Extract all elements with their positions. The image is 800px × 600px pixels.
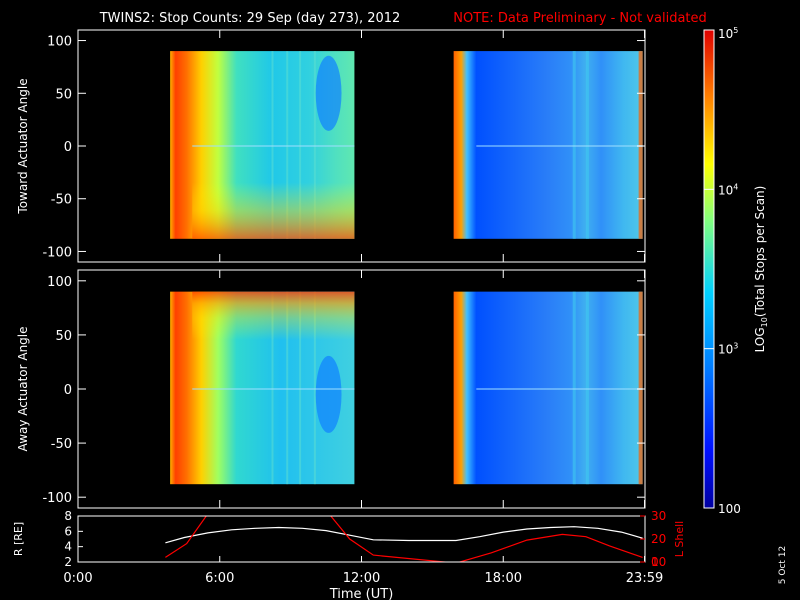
colorbar-label-main: LOG	[753, 327, 767, 352]
toward-zero-stripe-1	[476, 145, 643, 147]
r-ytick-label: 6	[64, 524, 72, 538]
toward-ytick-label: -100	[42, 245, 72, 260]
colorbar-tick-exponent: 3	[733, 342, 738, 351]
date-stamp: 5 Oct 12	[778, 546, 788, 584]
away-zero-stripe-0	[192, 388, 355, 390]
colorbar-label: LOG10(Total Stops per Scan)	[753, 186, 769, 353]
colorbar-tick-label: 100	[718, 502, 741, 516]
colorbar-tick-label: 104	[718, 182, 738, 197]
away-ytick-label: 50	[55, 329, 72, 344]
xtick-label: 18:00	[485, 571, 522, 586]
colorbar-label-sub: 10	[760, 317, 769, 327]
xtick-label: 23:59	[626, 571, 663, 586]
away-data-block-2	[453, 291, 643, 485]
toward-streak-b-1	[585, 51, 589, 239]
toward-ylabel: Toward Actuator Angle	[16, 78, 30, 214]
colorbar-gradient	[703, 29, 715, 509]
away-right-edge	[638, 291, 643, 485]
r-ytick-label: 4	[64, 540, 72, 554]
colorbar-tick-label: 103	[718, 342, 738, 357]
away-ytick-label: 0	[64, 383, 72, 398]
lshell-ytick-label: 0	[651, 555, 659, 569]
toward-ytick-label: 50	[55, 87, 72, 102]
r-ylabel: R [RE]	[12, 522, 25, 556]
xtick-label: 0:00	[63, 571, 92, 586]
away-streak-b-0	[572, 291, 576, 485]
toward-right-edge	[638, 51, 643, 239]
orbit-line-panel: 0:00 6:00 12:00 18:00 23:59 Time (UT) 86 42 R [R…	[12, 509, 686, 600]
away-ytick-label: 100	[47, 275, 72, 290]
toward-data-block-2	[453, 51, 643, 239]
toward-ytick-label: 100	[47, 35, 72, 50]
colorbar-tick-exponent: 5	[733, 26, 738, 35]
lshell-ytick-label: 20	[651, 532, 666, 546]
colorbar-tick-label: 105	[718, 26, 738, 41]
xtick-label: 12:00	[343, 571, 380, 586]
away-ylabel: Away Actuator Angle	[16, 326, 30, 451]
away-heatmap-panel: 100 50 0 -50 -100 Away Actuator Angle	[16, 269, 646, 509]
r-ytick-label: 8	[64, 509, 72, 523]
away-streak-b-1	[585, 291, 589, 485]
colorbar-tick-base: 10	[718, 27, 733, 41]
preliminary-note: NOTE: Data Preliminary - Not validated	[453, 11, 707, 26]
r-ytick-label: 2	[64, 555, 72, 569]
away-ytick-label: -50	[51, 437, 72, 452]
toward-streak-b-0	[572, 51, 576, 239]
toward-ytick-label: 0	[64, 140, 72, 155]
orbit-axis-frame	[77, 515, 646, 563]
colorbar-tick-base: 10	[718, 183, 733, 197]
lshell-ylabel: L Shell	[673, 521, 686, 557]
lshell-ytick-label: 30	[651, 509, 666, 523]
away-edge-saturation	[192, 291, 355, 485]
colorbar-tick-base: 10	[718, 343, 733, 357]
lshell-line	[165, 516, 643, 562]
away-zero-stripe-1	[476, 388, 643, 390]
colorbar-label-rest: (Total Stops per Scan)	[753, 186, 767, 317]
r-distance-line	[165, 526, 643, 544]
toward-zero-stripe-0	[192, 145, 355, 147]
colorbar-tick-exponent: 4	[733, 182, 738, 191]
toward-edge-saturation	[192, 51, 355, 239]
xtick-label: 6:00	[205, 571, 234, 586]
x-axis-label: Time (UT)	[329, 587, 394, 600]
plot-title: TWINS2: Stop Counts: 29 Sep (day 273), 2…	[99, 11, 401, 26]
away-ytick-label: -100	[42, 491, 72, 506]
toward-heatmap-panel: 100 50 0 -50 -100 Toward Actuator Angle	[16, 29, 646, 263]
lshell-ytick-label: 10	[651, 555, 666, 569]
toward-ytick-label: -50	[51, 193, 72, 208]
colorbar-tick-base: 100	[718, 502, 741, 516]
